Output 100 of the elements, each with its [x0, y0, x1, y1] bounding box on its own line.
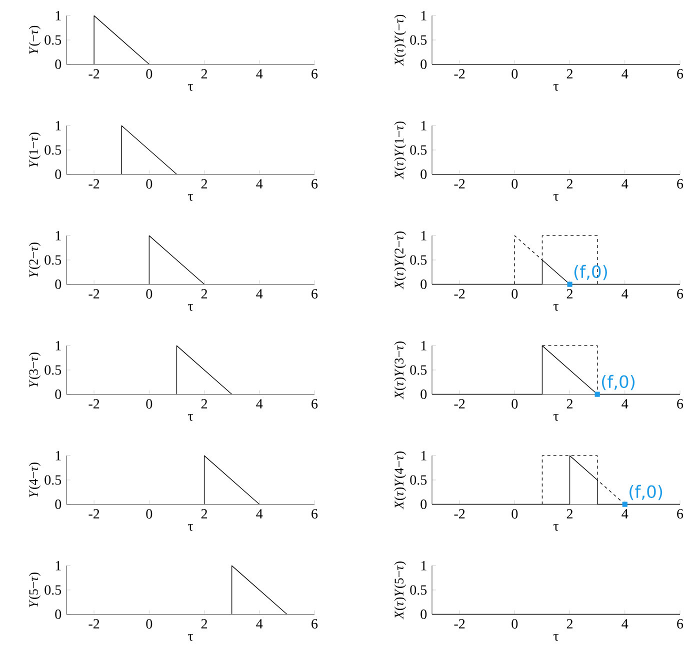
x-tick-label: 0: [146, 179, 152, 189]
y-axis-title: X(τ)Y(4−τ): [394, 452, 406, 510]
x-tick-label: 4: [622, 69, 628, 78]
x-tick-label: 6: [677, 179, 684, 189]
x-tick-label: -2: [454, 399, 465, 408]
y-tick-label: 0.5: [44, 365, 62, 375]
x-tick-label: 2: [201, 619, 207, 628]
y-axis-title: X(τ)Y(5−τ): [394, 562, 406, 620]
x-tick-label: 6: [677, 69, 684, 79]
x-tick-label: -2: [454, 619, 465, 628]
y-tick-label: 1: [56, 561, 61, 570]
y-axis-title: Y(4−τ): [28, 462, 41, 498]
y-tick-label: 1: [421, 341, 426, 350]
annotation: (f,0): [602, 374, 635, 390]
x-tick-label: 4: [622, 179, 628, 188]
y-tick-label: 1: [421, 11, 426, 20]
x-tick-label: 0: [512, 179, 518, 189]
x-tick-label: -2: [88, 509, 100, 518]
y-tick-label: 0: [420, 390, 427, 400]
x-tick-label: 2: [566, 289, 572, 298]
x-tick-label: 2: [566, 69, 572, 78]
x-tick-label: 6: [677, 399, 684, 409]
x-tick-label: -2: [454, 179, 465, 188]
x-tick-label: -2: [88, 289, 100, 298]
x-axis-title: τ: [188, 84, 193, 91]
x-axis-title: τ: [553, 84, 558, 91]
x-tick-label: 6: [677, 619, 684, 629]
y-tick-label: 0: [55, 500, 62, 510]
y-tick-label: 1: [56, 11, 61, 20]
y-tick-label: 0: [55, 170, 62, 180]
x-tick-label: 2: [566, 509, 572, 518]
x-tick-label: 6: [312, 619, 318, 629]
y-tick-label: 0.5: [44, 255, 62, 265]
y-tick-label: 0.5: [44, 35, 62, 45]
y-axis-title: X(τ)Y(3−τ): [394, 342, 406, 400]
x-tick-label: -2: [88, 399, 100, 408]
x-tick-label: 2: [201, 399, 207, 408]
x-axis-title: τ: [553, 194, 558, 201]
x-tick-label: 2: [566, 179, 572, 188]
x-tick-label: 2: [201, 289, 207, 298]
annotation: (f,0): [630, 484, 662, 500]
x-tick-label: 0: [512, 509, 518, 519]
y-tick-label: 0.5: [410, 365, 427, 375]
y-tick-label: 1: [421, 231, 426, 240]
x-tick-label: -2: [454, 509, 465, 518]
x-tick-label: 6: [312, 289, 318, 299]
x-tick-label: 4: [256, 289, 263, 298]
y-tick-label: 0: [55, 60, 62, 70]
y-tick-label: 0.5: [44, 585, 62, 595]
y-tick-label: 0: [55, 280, 62, 290]
x-tick-label: 2: [201, 69, 207, 78]
y-tick-label: 0.5: [410, 475, 427, 485]
x-tick-label: 4: [256, 509, 263, 518]
x-tick-label: 2: [566, 399, 572, 408]
x-tick-label: -2: [454, 69, 465, 78]
y-axis-title: Y(2−τ): [28, 242, 41, 278]
x-tick-label: 0: [512, 399, 518, 409]
y-axis-title: X(τ)Y(1−τ): [394, 122, 406, 180]
x-tick-label: 6: [677, 509, 684, 519]
y-tick-label: 1: [56, 231, 61, 240]
y-axis-title: X(τ)Y(2−τ): [394, 232, 406, 290]
x-tick-label: 0: [146, 619, 152, 629]
y-tick-label: 1: [421, 451, 426, 460]
y-tick-label: 0.5: [410, 585, 427, 595]
y-tick-label: 0.5: [410, 145, 427, 155]
x-tick-label: 6: [312, 69, 318, 79]
x-tick-label: -2: [454, 289, 465, 298]
x-tick-label: 0: [512, 69, 518, 79]
x-tick-label: 2: [566, 619, 572, 628]
y-tick-label: 0.5: [410, 35, 427, 45]
x-tick-label: 2: [201, 179, 207, 188]
x-tick-label: 4: [622, 399, 628, 408]
x-axis-title: τ: [188, 304, 193, 311]
x-tick-label: 6: [312, 179, 318, 189]
y-axis-title: X(τ)Y(−τ): [394, 14, 406, 66]
y-tick-label: 0: [420, 610, 427, 620]
x-tick-label: -2: [88, 619, 100, 628]
x-axis-title: τ: [553, 524, 558, 531]
x-axis-title: τ: [553, 414, 558, 421]
y-axis-title: Y(3−τ): [28, 352, 41, 388]
y-axis-title: Y(5−τ): [28, 572, 41, 608]
x-axis-title: τ: [188, 194, 193, 201]
y-tick-label: 0: [420, 60, 427, 70]
x-tick-label: 6: [312, 399, 318, 409]
x-axis-title: τ: [188, 634, 193, 641]
y-tick-label: 1: [56, 451, 61, 460]
y-axis-title: Y(−τ): [28, 26, 41, 54]
y-tick-label: 0: [55, 390, 62, 400]
y-axis-title: Y(1−τ): [28, 132, 41, 168]
x-tick-label: 6: [677, 289, 684, 299]
x-tick-label: 2: [201, 509, 207, 518]
x-tick-label: 4: [256, 69, 263, 78]
x-axis-title: τ: [188, 524, 193, 531]
x-tick-label: 4: [256, 619, 263, 628]
x-tick-label: 4: [256, 179, 263, 188]
y-tick-label: 0: [420, 170, 427, 180]
x-tick-label: 0: [512, 289, 518, 299]
y-tick-label: 1: [56, 121, 61, 130]
y-tick-label: 0: [420, 500, 427, 510]
y-tick-label: 0.5: [44, 145, 62, 155]
